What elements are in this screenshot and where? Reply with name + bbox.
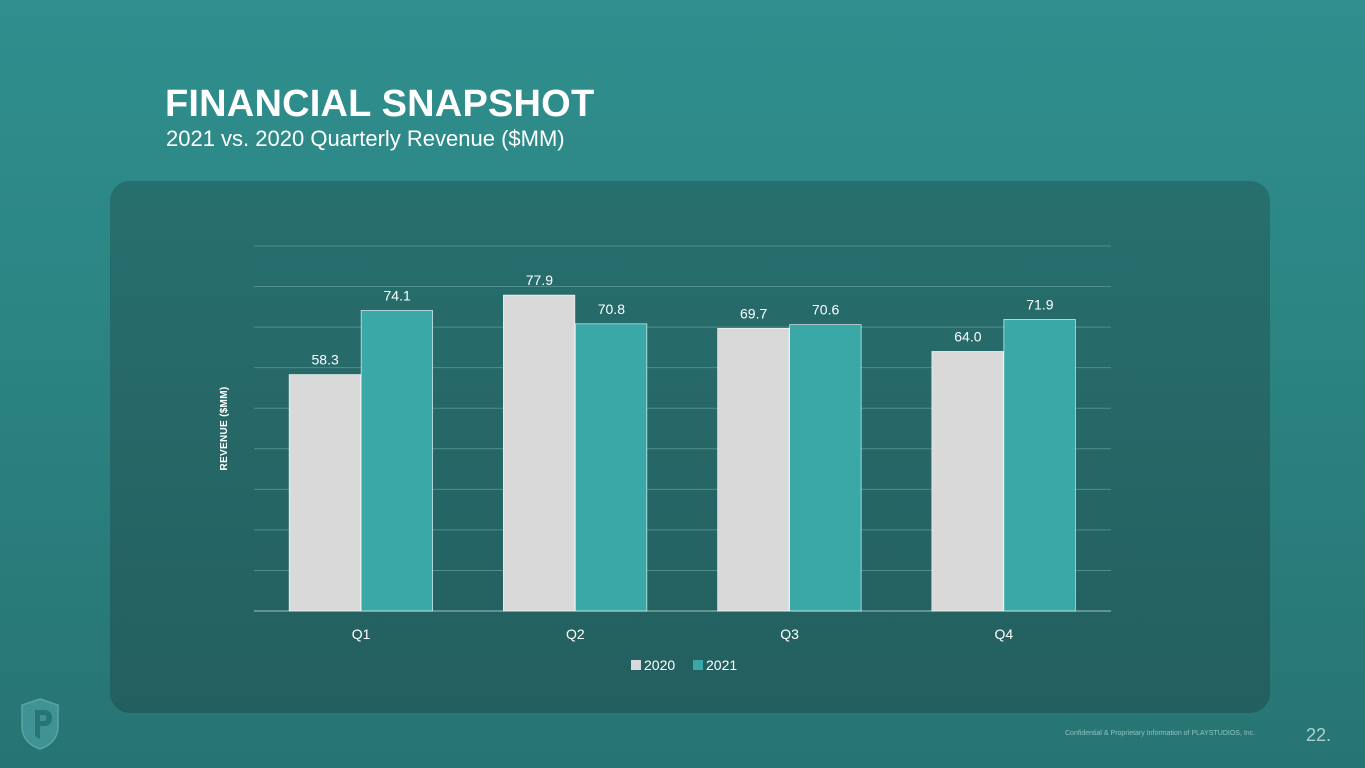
data-label-2020-q3: 69.7 xyxy=(740,305,767,321)
slide-subtitle: 2021 vs. 2020 Quarterly Revenue ($MM) xyxy=(166,126,565,151)
legend-swatch-2021 xyxy=(693,660,703,670)
data-label-2021-q1: 74.1 xyxy=(384,287,411,303)
page-number: 22. xyxy=(1306,725,1332,745)
bar-2020-q1 xyxy=(288,374,361,612)
x-tick-label-q1: Q1 xyxy=(352,626,371,642)
data-label-2021-q4: 71.9 xyxy=(1026,296,1053,312)
bar-2021-q2 xyxy=(575,323,648,612)
legend-swatch-2020 xyxy=(631,660,641,670)
x-tick-label-q3: Q3 xyxy=(780,626,799,642)
legend-label-2021: 2021 xyxy=(706,657,737,673)
data-label-2021-q3: 70.6 xyxy=(812,302,839,318)
x-tick-label-q2: Q2 xyxy=(566,626,585,642)
bar-2021-q3 xyxy=(789,324,862,612)
data-label-2021-q2: 70.8 xyxy=(598,301,625,317)
bar-2020-q2 xyxy=(503,294,576,612)
bar-2020-q4 xyxy=(931,351,1004,612)
confidentiality-notice: Confidential & Proprietary Information o… xyxy=(1065,730,1256,737)
bar-2021-q1 xyxy=(360,310,433,612)
playstudios-logo-icon xyxy=(21,698,59,750)
slide-title: FINANCIAL SNAPSHOT xyxy=(165,83,595,125)
x-tick-label-q4: Q4 xyxy=(995,626,1014,642)
chart-panel: 58.3 74.1 Q1 77.9 70.8 Q2 69.7 70.6 Q3 64.0 71.9 Q4… xyxy=(110,181,1270,713)
bar-2021-q4 xyxy=(1003,319,1076,612)
legend-label-2020: 2020 xyxy=(644,657,675,673)
data-label-2020-q1: 58.3 xyxy=(312,352,339,368)
y-axis-label: REVENUE ($MM) xyxy=(219,387,230,471)
data-label-2020-q2: 77.9 xyxy=(526,272,553,288)
revenue-bar-chart: 58.3 74.1 Q1 77.9 70.8 Q2 69.7 70.6 Q3 64.0 71.9 Q4… xyxy=(219,245,1111,673)
bar-2020-q3 xyxy=(717,328,790,612)
data-label-2020-q4: 64.0 xyxy=(954,328,981,344)
